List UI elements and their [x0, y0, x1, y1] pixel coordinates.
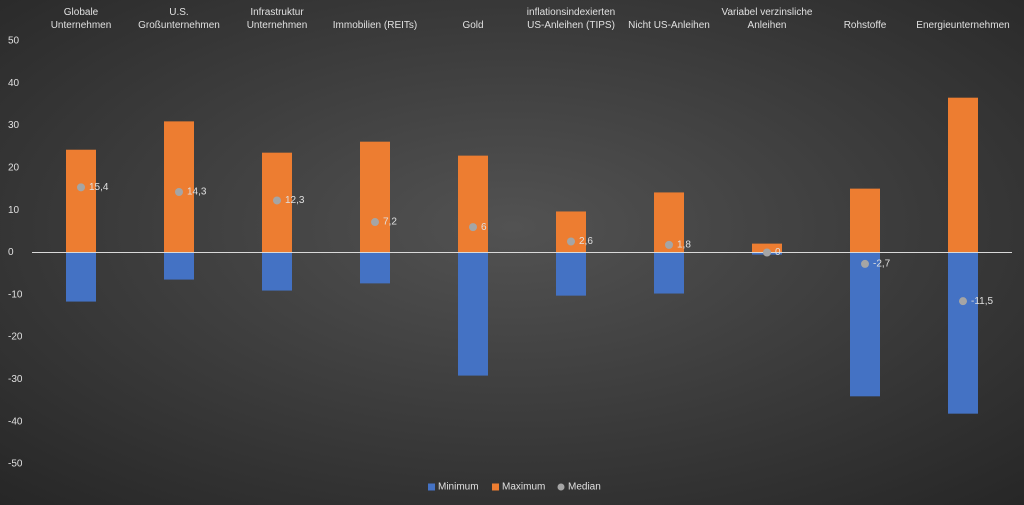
x-category-label: Variabel verzinsliche Anleihen — [722, 7, 813, 31]
y-tick-label: -50 — [8, 459, 23, 470]
y-tick-label: 20 — [8, 163, 20, 174]
x-category-label: Globale Unternehmen — [51, 7, 112, 31]
y-tick-label: -40 — [8, 416, 23, 427]
x-category-line: Variabel verzinsliche — [722, 7, 813, 18]
x-category-line: Unternehmen — [247, 20, 308, 31]
legend-swatch — [557, 483, 565, 491]
y-tick-label: 50 — [8, 36, 20, 47]
x-category-line: Energieunternehmen — [916, 20, 1009, 31]
median-label: -2,7 — [873, 259, 891, 270]
y-tick-label: -30 — [8, 374, 23, 385]
median-dot — [861, 259, 869, 268]
median-label: 12,3 — [285, 195, 305, 206]
y-tick-label: 30 — [8, 120, 20, 131]
x-category-label: Immobilien (REITs) — [333, 20, 417, 31]
median-label: 1,8 — [677, 240, 691, 251]
y-tick-label: 10 — [8, 205, 20, 216]
bar — [66, 252, 96, 302]
median-dot — [273, 196, 281, 205]
median-label: 14,3 — [187, 187, 207, 198]
bar — [556, 211, 586, 253]
x-category-line: Großunternehmen — [138, 20, 220, 31]
x-category-line: Immobilien (REITs) — [333, 20, 417, 31]
median-label: 15,4 — [89, 182, 109, 193]
median-dot — [175, 188, 183, 197]
median-dot — [959, 297, 967, 306]
bar — [164, 252, 194, 280]
median-dot — [77, 183, 85, 192]
bar — [262, 252, 292, 291]
x-category-label: inflationsindexierten US-Anleihen (TIPS) — [527, 7, 615, 31]
legend-label: Maximum — [502, 482, 545, 493]
x-category-line: Globale — [64, 7, 99, 18]
x-category-line: Nicht US-Anleihen — [628, 20, 710, 31]
legend-label: Minimum — [438, 482, 479, 493]
y-tick-label: 0 — [8, 247, 14, 258]
x-category-line: inflationsindexierten — [527, 7, 615, 18]
median-label: 2,6 — [579, 236, 593, 247]
bar — [752, 243, 782, 253]
x-category-line: U.S. — [169, 7, 188, 18]
legend-swatch — [428, 483, 435, 491]
median-dot — [567, 237, 575, 246]
y-tick-label: 40 — [8, 78, 20, 89]
median-dot — [763, 248, 771, 257]
x-category-label: Infrastruktur Unternehmen — [247, 7, 308, 31]
bar — [164, 121, 194, 253]
bar — [654, 252, 684, 294]
legend-swatch — [492, 483, 499, 491]
median-label: -11,5 — [971, 296, 993, 307]
x-category-line: US-Anleihen (TIPS) — [527, 20, 615, 31]
x-category-line: Unternehmen — [51, 20, 112, 31]
x-category-line: Rohstoffe — [844, 20, 887, 31]
x-category-label: U.S. Großunternehmen — [138, 7, 220, 31]
bar — [850, 188, 880, 253]
bar — [360, 252, 390, 284]
median-dot — [469, 223, 477, 232]
bar — [458, 252, 488, 376]
x-category-label: Nicht US-Anleihen — [628, 20, 710, 31]
bar — [66, 149, 96, 253]
bar — [556, 252, 586, 296]
median-label: 7,2 — [383, 217, 397, 228]
bar — [948, 252, 978, 414]
x-category-label: Rohstoffe — [844, 20, 887, 31]
x-category-label: Energieunternehmen — [916, 20, 1009, 31]
x-category-line: Gold — [462, 20, 483, 31]
bar — [850, 252, 880, 397]
x-category-label: Gold — [462, 20, 483, 31]
y-tick-label: -20 — [8, 332, 23, 343]
bar — [360, 141, 390, 253]
median-label: 6 — [481, 222, 487, 233]
median-dot — [665, 240, 673, 249]
bar — [458, 155, 488, 253]
legend-label: Median — [568, 482, 601, 493]
x-category-line: Anleihen — [748, 20, 787, 31]
x-category-line: Infrastruktur — [250, 7, 304, 18]
y-tick-label: -10 — [8, 289, 23, 300]
median-label: 0 — [775, 247, 781, 258]
median-dot — [371, 218, 379, 227]
bar — [948, 97, 978, 253]
